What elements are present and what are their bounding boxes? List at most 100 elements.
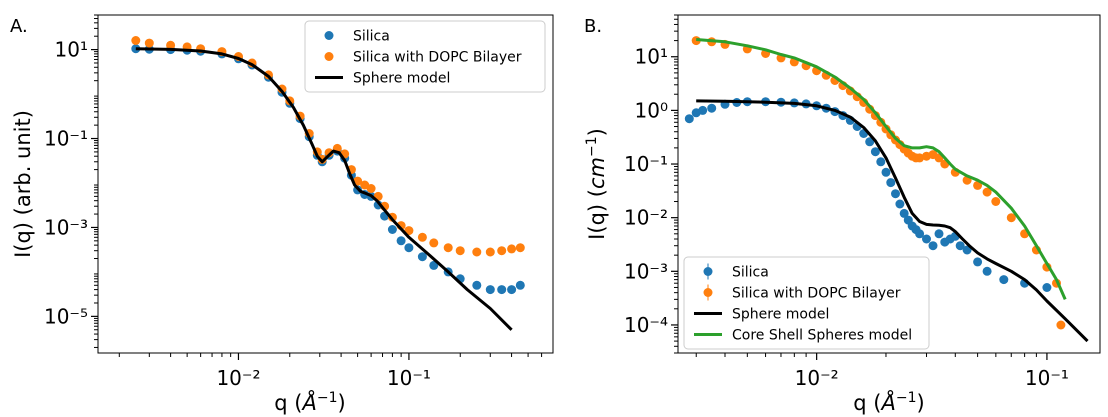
legend-label-b-1: Silica with DOPC Bilayer <box>732 286 901 302</box>
point-b-1-34 <box>982 187 992 197</box>
panel-b-ylabel: I(q) (cm−1) <box>584 128 609 240</box>
legend-label-a-0: Silica <box>353 29 390 45</box>
point-b-0-42 <box>1042 283 1052 292</box>
point-a-1-32 <box>485 247 495 257</box>
point-a-1-1 <box>144 38 154 48</box>
point-a-0-26 <box>404 243 414 253</box>
point-a-1-35 <box>515 243 525 253</box>
legend-box-a <box>304 20 546 93</box>
panel-b-plot-area <box>684 36 1089 343</box>
point-b-0-31 <box>928 241 938 251</box>
point-b-0-25 <box>899 208 909 218</box>
y-tick-label-a-2: 10⁻³ <box>44 215 88 239</box>
point-a-0-34 <box>507 285 517 295</box>
y-tick-label-b-1: 10⁰ <box>635 98 668 122</box>
point-b-0-18 <box>865 137 875 147</box>
point-b-0-0 <box>684 114 694 124</box>
point-a-1-21 <box>366 184 376 193</box>
point-b-0-30 <box>922 234 931 244</box>
legend-label-b-0: Silica <box>732 265 769 281</box>
legend-swatch-b-1 <box>703 288 713 297</box>
panel-a-xlabel: q (Å−1) <box>274 389 345 415</box>
series-a-2 <box>135 47 513 331</box>
panel-b-ticks: 10⁻² 10⁻¹ 10¹ 10⁰ 10⁻¹ 10⁻² 10⁻³ 10⁻⁴ <box>624 14 1069 390</box>
x-tick-label-b-1: 10⁻¹ <box>1025 366 1069 390</box>
panel-b-frame <box>677 14 1101 354</box>
y-tick-label-a-3: 10⁻⁵ <box>44 304 88 328</box>
legend-label-a-1: Silica with DOPC Bilayer <box>353 50 522 66</box>
point-b-0-21 <box>881 167 891 177</box>
series-b-2 <box>696 99 1089 343</box>
point-a-1-0 <box>131 36 141 45</box>
legend-swatch-a-0 <box>324 31 334 40</box>
point-b-0-37 <box>962 245 972 255</box>
y-tick-label-b-3: 10⁻² <box>624 206 668 230</box>
panel-a-frame <box>97 14 554 354</box>
point-a-0-24 <box>387 225 397 234</box>
panel-a-legend: Silica Silica with DOPC Bilayer Sphere mod… <box>304 20 546 93</box>
point-a-1-30 <box>455 246 465 256</box>
point-b-0-20 <box>876 157 886 167</box>
point-a-1-31 <box>472 247 482 257</box>
x-tick-label-a-0: 10⁻² <box>216 366 260 390</box>
point-b-0-36 <box>955 241 965 251</box>
panel-b-legend: Silica Silica with DOPC Bilayer Sphere mod… <box>683 256 930 350</box>
point-b-0-24 <box>895 199 905 209</box>
panel-a-label: A. <box>10 16 28 37</box>
point-b-1-41 <box>1056 320 1066 330</box>
series-b-3 <box>696 38 1067 301</box>
legend-label-b-3: Core Shell Spheres model <box>732 328 912 344</box>
point-b-0-32 <box>934 229 944 239</box>
legend-swatch-b-0 <box>703 267 713 276</box>
panel-a-ticks: 10⁻² 10⁻¹ 10¹ 10⁻¹ 10⁻³ 10⁻⁵ <box>44 14 543 390</box>
point-a-1-29 <box>443 243 453 253</box>
point-a-0-25 <box>396 236 406 246</box>
point-b-0-23 <box>891 189 900 199</box>
y-tick-label-b-2: 10⁻¹ <box>624 152 668 176</box>
point-a-0-35 <box>515 280 525 290</box>
series-line-b-3 <box>696 38 1067 301</box>
series-b-0 <box>684 97 1052 292</box>
point-b-1-26 <box>915 153 925 163</box>
point-b-0-19 <box>870 147 880 157</box>
panel-a-ylabel: I(q) (arb. unit) <box>11 110 35 258</box>
point-a-1-28 <box>429 238 439 248</box>
point-a-0-32 <box>485 285 495 295</box>
panel-b-xlabel: q (Å−1) <box>853 389 924 415</box>
point-b-0-40 <box>999 275 1009 285</box>
point-a-0-28 <box>429 260 439 270</box>
y-tick-label-b-5: 10⁻⁴ <box>624 313 668 337</box>
point-a-1-27 <box>417 232 427 242</box>
point-b-0-39 <box>982 266 992 276</box>
panel-a-plot-area <box>131 36 525 331</box>
point-b-0-3 <box>707 103 717 113</box>
point-a-0-33 <box>497 285 507 295</box>
point-b-1-33 <box>973 180 983 190</box>
panel-b: B. 10⁻² 10⁻¹ 10¹ 10⁰ 10⁻¹ 10⁻² 10⁻³ 10⁻⁴ q (Å−1… <box>584 14 1101 415</box>
point-a-1-34 <box>507 244 517 254</box>
legend-label-b-2: Sphere model <box>732 307 829 323</box>
y-tick-label-a-0: 10¹ <box>55 38 88 62</box>
y-tick-label-b-0: 10¹ <box>635 45 668 69</box>
panel-b-label: B. <box>584 16 602 37</box>
point-b-1-36 <box>1006 213 1016 223</box>
point-b-1-35 <box>991 197 1001 206</box>
legend-box-b <box>683 256 930 350</box>
legend-label-a-2: Sphere model <box>353 71 450 87</box>
point-a-1-2 <box>166 40 176 50</box>
x-tick-label-a-1: 10⁻¹ <box>387 366 431 390</box>
x-tick-label-b-0: 10⁻² <box>795 366 839 390</box>
y-tick-label-b-4: 10⁻³ <box>624 259 668 283</box>
series-a-1 <box>131 36 525 257</box>
point-a-0-31 <box>472 280 482 290</box>
point-b-0-2 <box>698 105 708 115</box>
series-line-a-2 <box>135 47 513 331</box>
point-a-1-33 <box>497 246 507 256</box>
y-tick-label-a-1: 10⁻¹ <box>44 127 88 151</box>
point-b-0-29 <box>915 229 925 239</box>
point-a-0-27 <box>417 252 427 262</box>
legend-swatch-a-1 <box>324 52 334 61</box>
series-line-b-2 <box>696 99 1089 343</box>
point-b-0-38 <box>973 257 983 267</box>
